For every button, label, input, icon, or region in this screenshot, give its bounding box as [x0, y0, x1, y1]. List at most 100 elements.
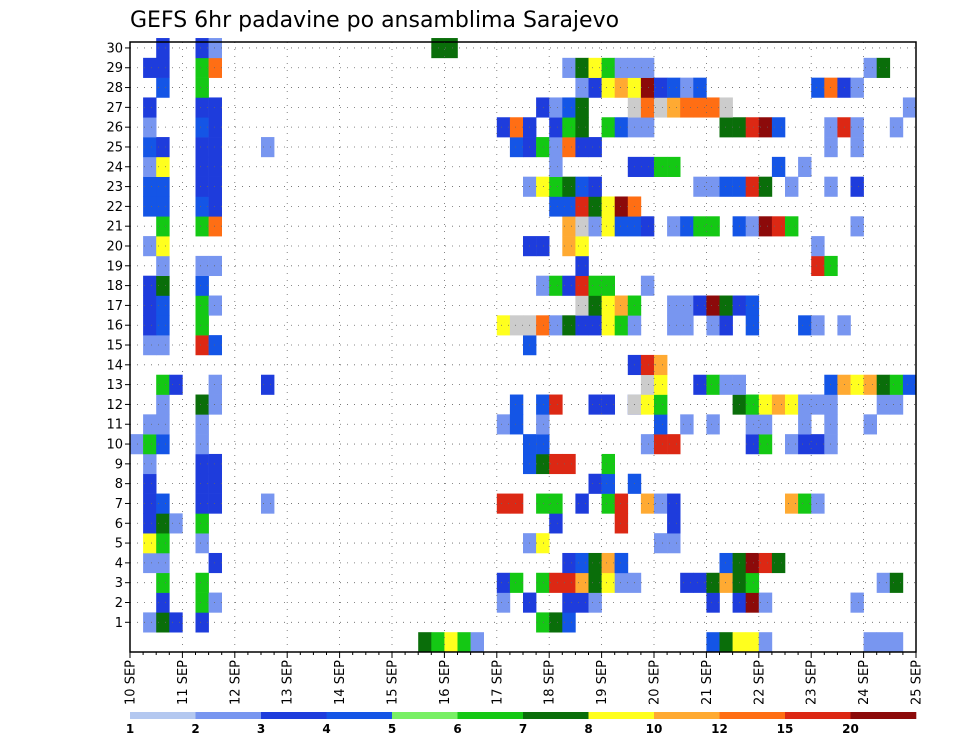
heatmap-cell [719, 117, 733, 138]
heatmap-cell [562, 552, 576, 574]
heatmap-cell [719, 572, 733, 593]
heatmap-cell [562, 117, 576, 138]
heatmap-cell [195, 255, 209, 277]
heatmap-cell [549, 137, 563, 158]
legend-label: 12 [711, 722, 728, 736]
heatmap-cell [143, 473, 157, 494]
heatmap-cell [562, 315, 576, 336]
heatmap-cell [156, 374, 170, 395]
x-tick-label: 25 SEP [910, 660, 925, 705]
heatmap-cell [667, 315, 681, 336]
heatmap-cell [601, 453, 615, 475]
heatmap-cell [588, 592, 602, 613]
heatmap-cell [601, 394, 615, 415]
heatmap-cell [575, 592, 589, 613]
heatmap-cell [798, 394, 812, 415]
x-tick-label: 22 SEP [752, 660, 767, 705]
heatmap-cell [143, 315, 157, 336]
heatmap-cell [143, 137, 157, 158]
y-tick-label: 18 [106, 279, 123, 294]
heatmap-cell [261, 137, 275, 158]
heatmap-cell [771, 552, 786, 574]
heatmap-cell [562, 176, 576, 197]
heatmap-cell [143, 513, 157, 534]
heatmap-cell [562, 236, 576, 257]
heatmap-cell [588, 57, 602, 78]
heatmap-cell [706, 632, 720, 653]
heatmap-cell [143, 434, 157, 455]
heatmap-cell [549, 196, 563, 217]
heatmap-cell [143, 414, 157, 435]
heatmap-cell [195, 394, 209, 415]
heatmap-cell [195, 97, 209, 118]
heatmap-cell [876, 394, 891, 415]
heatmap-cell [156, 414, 170, 435]
heatmap-cell [169, 374, 183, 395]
legend-label: 3 [257, 722, 265, 736]
heatmap-cell [798, 315, 812, 336]
heatmap-cell [758, 552, 773, 574]
heatmap-cell [208, 97, 222, 118]
heatmap-cell [156, 592, 170, 613]
heatmap-cell [758, 117, 773, 138]
y-axis-ticks: 1234567891011121314151617181920212223242… [106, 41, 130, 631]
heatmap-cell [156, 196, 170, 217]
heatmap-cell [719, 295, 733, 316]
y-tick-label: 22 [106, 200, 123, 215]
heatmap-cell [614, 572, 629, 593]
heatmap-cell [156, 77, 170, 98]
heatmap-cell [431, 632, 445, 653]
heatmap-cell [208, 592, 222, 613]
legend-swatch [523, 712, 589, 719]
heatmap-cell [601, 315, 615, 336]
heatmap-cell [549, 394, 563, 415]
heatmap-cell [719, 632, 733, 653]
heatmap-cell [156, 533, 170, 554]
heatmap-cell [549, 612, 563, 633]
heatmap-cell [195, 473, 209, 494]
heatmap-cell [719, 552, 733, 574]
y-tick-label: 5 [115, 537, 123, 552]
color-legend: 1 2 3 4 5 6 7 8 10 12 15 20 [126, 712, 917, 736]
heatmap-cell [195, 196, 209, 217]
heatmap-cell [169, 612, 183, 633]
heatmap-cell [575, 295, 589, 316]
heatmap-cell [850, 176, 864, 197]
heatmap-cell [811, 77, 825, 98]
heatmap-cell [457, 632, 471, 653]
x-tick-label: 15 SEP [386, 660, 401, 705]
heatmap-cell [562, 612, 576, 633]
y-tick-label: 3 [115, 576, 123, 591]
legend-swatch [785, 712, 851, 719]
heatmap-cell [562, 196, 576, 217]
heatmap-cell [785, 434, 799, 455]
heatmap-cell [654, 354, 668, 376]
dotted-grid [129, 42, 917, 652]
legend-label: 6 [453, 722, 461, 736]
heatmap-cell [654, 394, 668, 415]
x-tick-label: 12 SEP [228, 660, 243, 705]
heatmap-cell [156, 38, 170, 59]
heatmap-cell [496, 117, 511, 138]
heatmap-cell [143, 453, 157, 475]
legend-label: 15 [777, 722, 794, 736]
heatmap-cell [706, 374, 720, 395]
heatmap-cell [889, 394, 904, 415]
heatmap-cell [562, 592, 576, 613]
heatmap-cell [143, 275, 157, 296]
heatmap-cell [640, 493, 655, 514]
heatmap-cell [706, 97, 720, 118]
x-tick-label: 19 SEP [595, 660, 610, 705]
heatmap-cell [758, 176, 773, 197]
heatmap-cell [667, 493, 681, 514]
heatmap-cell [549, 315, 563, 336]
heatmap-cell [143, 196, 157, 217]
heatmap-cell [143, 97, 157, 118]
heatmap-cell [156, 57, 170, 78]
heatmap-cell [811, 493, 825, 514]
heatmap-cell [889, 632, 904, 653]
heatmap-cell [195, 414, 209, 435]
heatmap-cell [863, 374, 877, 395]
heatmap-cell [706, 592, 720, 613]
